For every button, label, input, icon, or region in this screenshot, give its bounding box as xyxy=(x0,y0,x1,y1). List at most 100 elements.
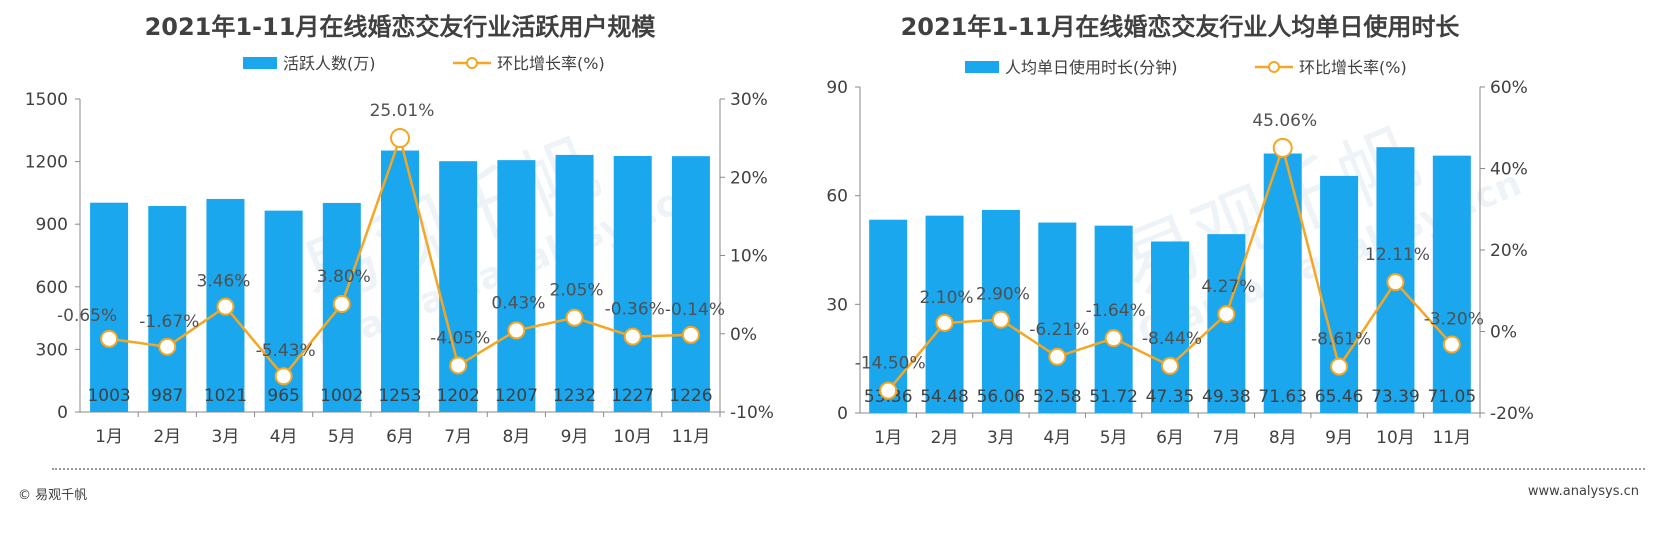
x-tick-label: 11月 xyxy=(1432,428,1471,448)
x-tick-label: 10月 xyxy=(1376,428,1415,448)
growth-rate-point xyxy=(623,327,642,346)
growth-rate-label: -4.05% xyxy=(430,328,490,348)
growth-rate-point xyxy=(158,337,177,356)
chart-title: 2021年1-11月在线婚恋交友行业人均单日使用时长 xyxy=(901,13,1461,41)
bar xyxy=(1038,222,1077,413)
bar-data-label: 987 xyxy=(151,386,183,406)
y-left-tick-label: 0 xyxy=(57,403,68,423)
x-tick-label: 7月 xyxy=(1212,428,1240,448)
x-tick-label: 1月 xyxy=(95,427,123,447)
bar-data-label: 1232 xyxy=(553,386,596,406)
growth-rate-label: -5.43% xyxy=(256,341,316,361)
x-tick-label: 5月 xyxy=(1100,428,1128,448)
growth-rate-point xyxy=(1330,357,1349,376)
bar-data-label: 965 xyxy=(267,386,299,406)
bar-data-label: 52.58 xyxy=(1033,387,1082,407)
growth-rate-point xyxy=(991,310,1010,329)
y-right-tick-label: 20% xyxy=(730,168,768,188)
legend-bar-label: 活跃人数(万) xyxy=(283,54,376,73)
growth-rate-point xyxy=(100,329,119,348)
growth-rate-label: -1.64% xyxy=(1086,301,1146,321)
x-tick-label: 11月 xyxy=(672,427,711,447)
legend-line-marker xyxy=(466,57,478,69)
bar-data-label: 1202 xyxy=(437,386,480,406)
y-right-tick-label: 10% xyxy=(730,247,768,267)
bar xyxy=(381,150,419,413)
bar-data-label: 65.46 xyxy=(1315,387,1364,407)
bar-data-label: 1002 xyxy=(320,386,363,406)
growth-rate-point xyxy=(681,325,700,344)
growth-rate-point xyxy=(1104,329,1123,348)
growth-rate-point xyxy=(1442,335,1461,354)
growth-rate-point xyxy=(935,313,954,332)
y-right-tick-label: 0% xyxy=(1490,323,1517,343)
growth-rate-label: 2.90% xyxy=(976,285,1030,305)
growth-rate-point xyxy=(216,297,235,316)
y-right-tick-label: -10% xyxy=(730,403,774,423)
x-tick-label: 9月 xyxy=(561,427,589,447)
growth-rate-label: 0.43% xyxy=(491,293,545,313)
footer-website: www.analysys.cn xyxy=(1527,484,1639,499)
bar xyxy=(869,219,908,413)
growth-rate-label: 12.11% xyxy=(1365,245,1430,265)
growth-rate-label: 25.01% xyxy=(370,101,435,121)
bar-data-label: 71.63 xyxy=(1258,387,1307,407)
x-tick-label: 7月 xyxy=(444,427,472,447)
legend-line-marker xyxy=(1268,61,1280,73)
legend-bar-swatch xyxy=(243,57,277,69)
x-tick-label: 8月 xyxy=(502,427,530,447)
bar xyxy=(1207,234,1246,413)
bar-data-label: 49.38 xyxy=(1202,387,1251,407)
growth-rate-label: 2.10% xyxy=(920,288,974,308)
bar xyxy=(148,206,187,412)
x-tick-label: 4月 xyxy=(1043,428,1071,448)
x-tick-label: 3月 xyxy=(212,427,240,447)
growth-rate-point xyxy=(1272,137,1293,158)
bar-data-label: 54.48 xyxy=(920,387,969,407)
legend-line-label: 环比增长率(%) xyxy=(497,54,605,73)
y-left-tick-label: 60 xyxy=(826,187,848,207)
y-left-tick-label: 0 xyxy=(837,404,848,424)
growth-rate-label: 4.27% xyxy=(1201,277,1255,297)
bar-data-label: 1207 xyxy=(495,386,538,406)
y-right-tick-label: 20% xyxy=(1490,241,1528,261)
growth-rate-label: 3.46% xyxy=(196,272,250,292)
x-tick-label: 1月 xyxy=(874,428,902,448)
bar-data-label: 1003 xyxy=(87,386,130,406)
growth-rate-point xyxy=(507,321,526,340)
growth-rate-point xyxy=(332,295,351,314)
y-left-tick-label: 300 xyxy=(36,340,68,360)
bar-data-label: 1227 xyxy=(611,386,654,406)
growth-rate-point xyxy=(1386,273,1405,292)
y-right-tick-label: -20% xyxy=(1490,404,1534,424)
x-tick-label: 9月 xyxy=(1325,428,1353,448)
x-tick-label: 10月 xyxy=(613,427,652,447)
growth-rate-label: -3.20% xyxy=(1424,310,1484,330)
growth-rate-point xyxy=(449,356,468,375)
growth-rate-point xyxy=(1161,356,1179,375)
growth-rate-label: -8.61% xyxy=(1311,330,1371,350)
y-left-tick-label: 90 xyxy=(826,78,848,98)
bar-data-label: 73.39 xyxy=(1371,387,1420,407)
bar-data-label: 47.35 xyxy=(1146,387,1195,407)
bar xyxy=(1432,155,1471,413)
footer-brand: © 易观千帆 xyxy=(18,488,88,503)
growth-rate-label: -0.36% xyxy=(605,300,665,320)
x-tick-label: 8月 xyxy=(1269,428,1297,448)
growth-rate-label: -0.65% xyxy=(57,306,117,326)
bar xyxy=(1263,153,1302,413)
x-tick-label: 2月 xyxy=(153,427,181,447)
y-left-tick-label: 30 xyxy=(826,295,848,315)
y-left-tick-label: 900 xyxy=(36,215,68,235)
growth-rate-label: 3.80% xyxy=(317,267,371,287)
bar-data-label: 51.72 xyxy=(1089,387,1138,407)
legend-bar-swatch xyxy=(965,61,999,73)
bar xyxy=(555,154,594,412)
bar xyxy=(497,160,536,412)
bar xyxy=(1151,241,1189,413)
growth-rate-label: 45.06% xyxy=(1252,111,1317,131)
x-tick-label: 5月 xyxy=(328,427,356,447)
y-left-tick-label: 600 xyxy=(36,278,68,298)
